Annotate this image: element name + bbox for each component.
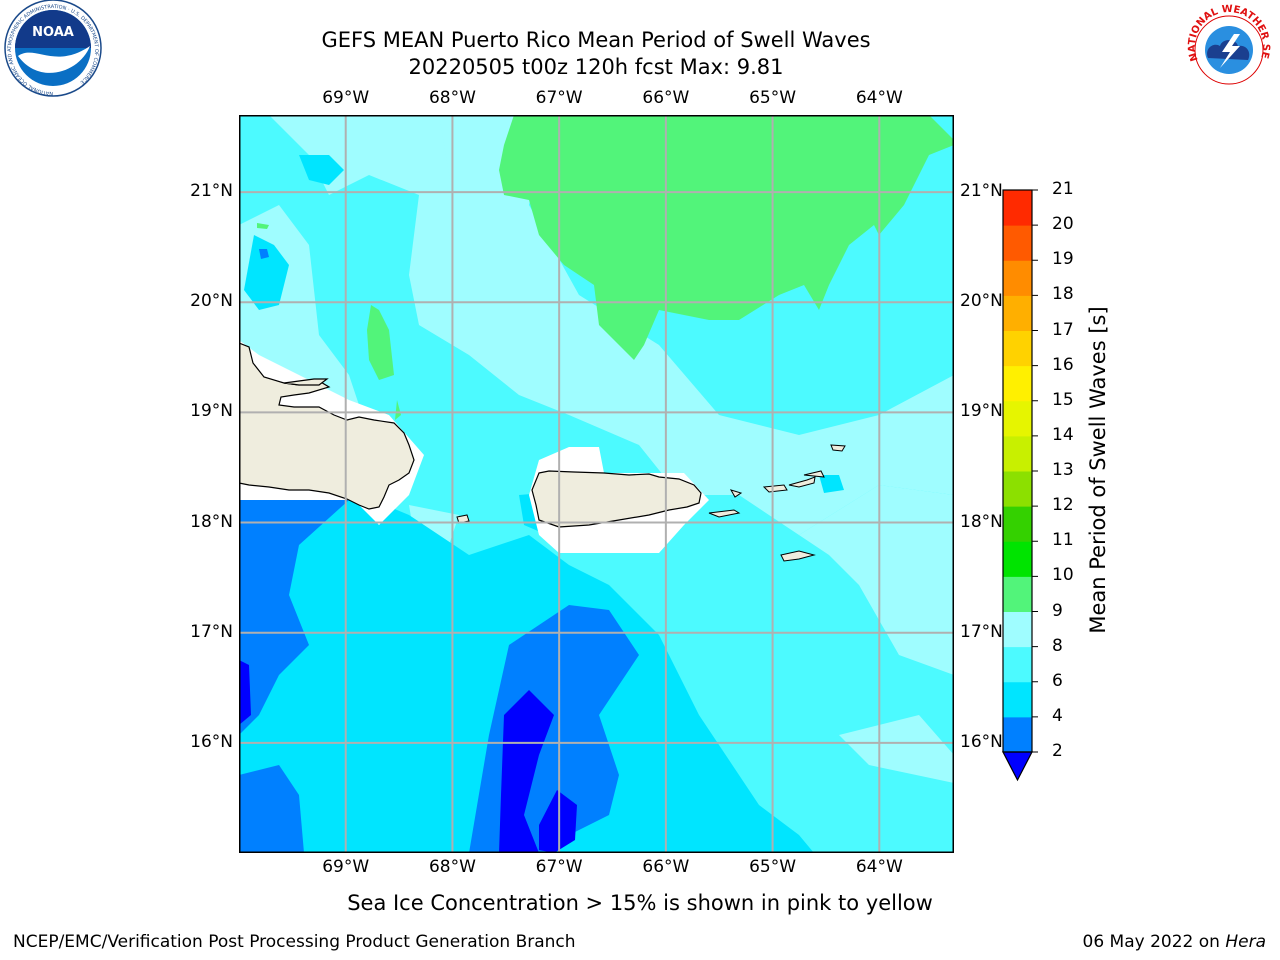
footer-date-text: 06 May 2022 on (1082, 932, 1226, 952)
band-4-6 (244, 235, 289, 310)
lat-label: 19°N (960, 401, 1003, 422)
lon-label: 67°W (535, 857, 583, 877)
lat-label: 19°N (190, 401, 233, 422)
lat-label: 18°N (190, 511, 233, 532)
colorbar-tick-label: 17 (1052, 319, 1074, 340)
colorbar-segment (1003, 260, 1032, 296)
lat-label: 20°N (190, 291, 233, 312)
map-title: GEFS MEAN Puerto Rico Mean Period of Swe… (321, 28, 871, 52)
colorbar-segment (1003, 400, 1032, 437)
band-below-2 (499, 690, 554, 853)
lon-label: 67°W (535, 88, 583, 108)
land-virgin-islands (803, 470, 825, 478)
lon-label: 65°W (749, 88, 797, 108)
colorbar-tick-label: 21 (1052, 179, 1074, 199)
nws-logo: NATIONAL WEATHER SERVICE (1178, 0, 1271, 85)
noaa-logo-text: NOAA (32, 25, 74, 40)
lat-label: 18°N (960, 511, 1003, 532)
land-mona (456, 514, 470, 524)
band-2-4 (239, 500, 349, 735)
band-2-4 (239, 765, 304, 853)
lat-label: 16°N (960, 731, 1003, 752)
band-9-10 (499, 115, 954, 360)
lat-label: 17°N (960, 621, 1003, 642)
colorbar-segment (1003, 611, 1032, 648)
swell-period-map (239, 115, 954, 853)
lon-label: 68°W (428, 88, 476, 108)
lon-label: 64°W (855, 857, 903, 877)
band-2-4 (259, 249, 269, 259)
band-8-9 (839, 715, 954, 783)
lon-label: 65°W (749, 857, 797, 877)
colorbar-segment (1003, 646, 1032, 683)
footer-date: 06 May 2022 on Hera (1083, 932, 1267, 952)
colorbar-tick-label: 16 (1052, 354, 1074, 375)
lon-label: 69°W (322, 88, 370, 108)
band-below-2 (239, 660, 251, 725)
lon-label: 66°W (642, 88, 690, 108)
colorbar-segment (1003, 225, 1032, 261)
noaa-logo: NOAA NATIONAL OCEANIC AND ATMOSPHERIC AD… (4, 0, 102, 97)
colorbar-segment (1003, 681, 1032, 718)
colorbar-tick-label: 19 (1052, 249, 1074, 270)
footer-host: Hera (1225, 932, 1266, 952)
colorbar-extend-triangle (1002, 751, 1033, 782)
land-virgin-islands (788, 476, 816, 488)
colorbar-segment (1003, 365, 1032, 402)
band-8-9 (799, 485, 954, 675)
land-culebra (729, 489, 743, 498)
colorbar-tick-label: 9 (1052, 600, 1063, 621)
lon-label: 69°W (322, 857, 370, 877)
colorbar-tick-label: 8 (1052, 635, 1063, 656)
land-st-croix (780, 550, 816, 562)
colorbar-segment (1003, 541, 1032, 577)
band-4-6 (819, 475, 844, 493)
lat-label: 21°N (190, 181, 233, 202)
lon-label: 66°W (642, 857, 690, 877)
colorbar-segment (1003, 576, 1032, 612)
lat-label: 16°N (190, 731, 233, 752)
colorbar-tick-label: 15 (1052, 389, 1074, 410)
colorbar-segment (1003, 295, 1032, 331)
colorbar-tick-label: 13 (1052, 460, 1074, 480)
band-4-6 (299, 155, 344, 185)
colorbar-segment (1003, 330, 1032, 367)
band-below-2 (539, 790, 577, 853)
sea-ice-note: Sea Ice Concentration > 15% is shown in … (347, 891, 933, 915)
band-9-10 (395, 400, 401, 420)
lat-label: 17°N (190, 621, 233, 642)
colorbar-segment (1003, 435, 1032, 472)
colorbar-segment (1003, 190, 1032, 226)
land-vieques (708, 509, 741, 518)
colorbar-tick-label: 18 (1052, 284, 1074, 305)
colorbar-tick-label: 10 (1052, 565, 1074, 586)
band-9-10 (367, 305, 394, 380)
colorbar-tick-label: 14 (1052, 424, 1074, 445)
colorbar-label: Mean Period of Swell Waves [s] (1086, 306, 1110, 634)
land-anegada (830, 444, 846, 452)
land-virgin-islands (762, 484, 788, 493)
colorbar-segment (1003, 506, 1032, 542)
lat-label: 20°N (960, 291, 1003, 312)
colorbar-tick-label: 20 (1052, 214, 1074, 235)
colorbar-tick-label: 11 (1052, 530, 1074, 551)
band-9-10 (257, 223, 269, 229)
land-tortuga (283, 378, 329, 386)
band-2-4 (261, 577, 283, 589)
lon-label: 64°W (855, 88, 903, 108)
colorbar-tick-label: 6 (1052, 670, 1063, 691)
lat-label: 21°N (960, 181, 1003, 202)
colorbar-segment (1003, 716, 1032, 753)
map-border (239, 115, 954, 853)
colorbar-tick-label: 12 (1052, 495, 1074, 516)
colorbar-segment (1003, 471, 1032, 507)
colorbar-tick-label: 4 (1052, 705, 1063, 726)
map-subtitle: 20220505 t00z 120h fcst Max: 9.81 (408, 55, 784, 79)
footer-producer: NCEP/EMC/Verification Post Processing Pr… (13, 932, 576, 952)
lon-label: 68°W (428, 857, 476, 877)
colorbar (1002, 189, 1038, 782)
colorbar-tick-label: 2 (1052, 741, 1063, 761)
map-grid (239, 115, 954, 853)
